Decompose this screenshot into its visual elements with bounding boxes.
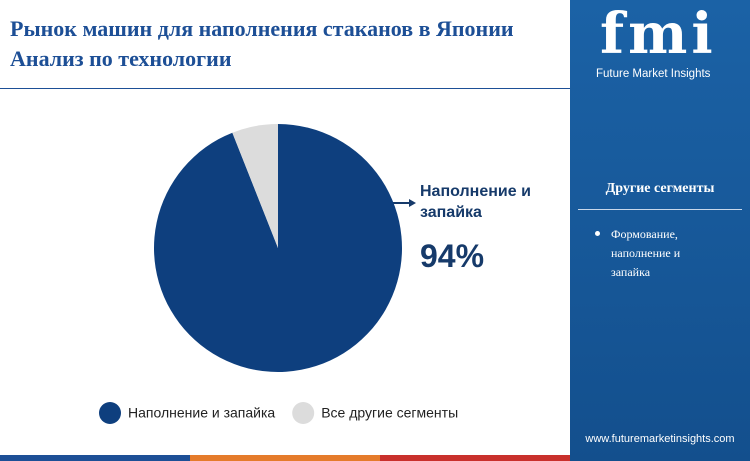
logo-tagline: Future Market Insights bbox=[596, 68, 711, 80]
data-label: 94% bbox=[420, 238, 485, 274]
sidebar-heading: Другие сегменты bbox=[605, 181, 715, 196]
sidebar-item: Формование, наполнение и запайка bbox=[611, 227, 681, 279]
divider bbox=[578, 209, 742, 210]
logo: fmi bbox=[600, 1, 717, 67]
callout-label: Наполнение и запайка bbox=[420, 183, 531, 221]
pie-slice bbox=[232, 124, 278, 248]
website: www.futuremarketinsights.com bbox=[585, 433, 735, 445]
legend-swatch bbox=[292, 402, 315, 424]
stripe bbox=[0, 455, 190, 461]
chart: Наполнение и запайка Все другие сегменты bbox=[0, 124, 570, 461]
divider bbox=[0, 88, 570, 89]
bullet bbox=[595, 231, 600, 236]
legend-label: Все другие сегменты bbox=[321, 405, 458, 421]
sidebar bbox=[570, 0, 750, 461]
pie-slice bbox=[153, 124, 402, 373]
callout-arrowhead bbox=[409, 199, 416, 207]
chart-title: Рынок машин для наполнения стаканов в Яп… bbox=[10, 16, 514, 71]
legend-swatch bbox=[99, 402, 121, 424]
legend-label: Наполнение и запайка bbox=[128, 405, 275, 421]
stripe bbox=[190, 455, 380, 461]
stripe bbox=[380, 455, 570, 461]
